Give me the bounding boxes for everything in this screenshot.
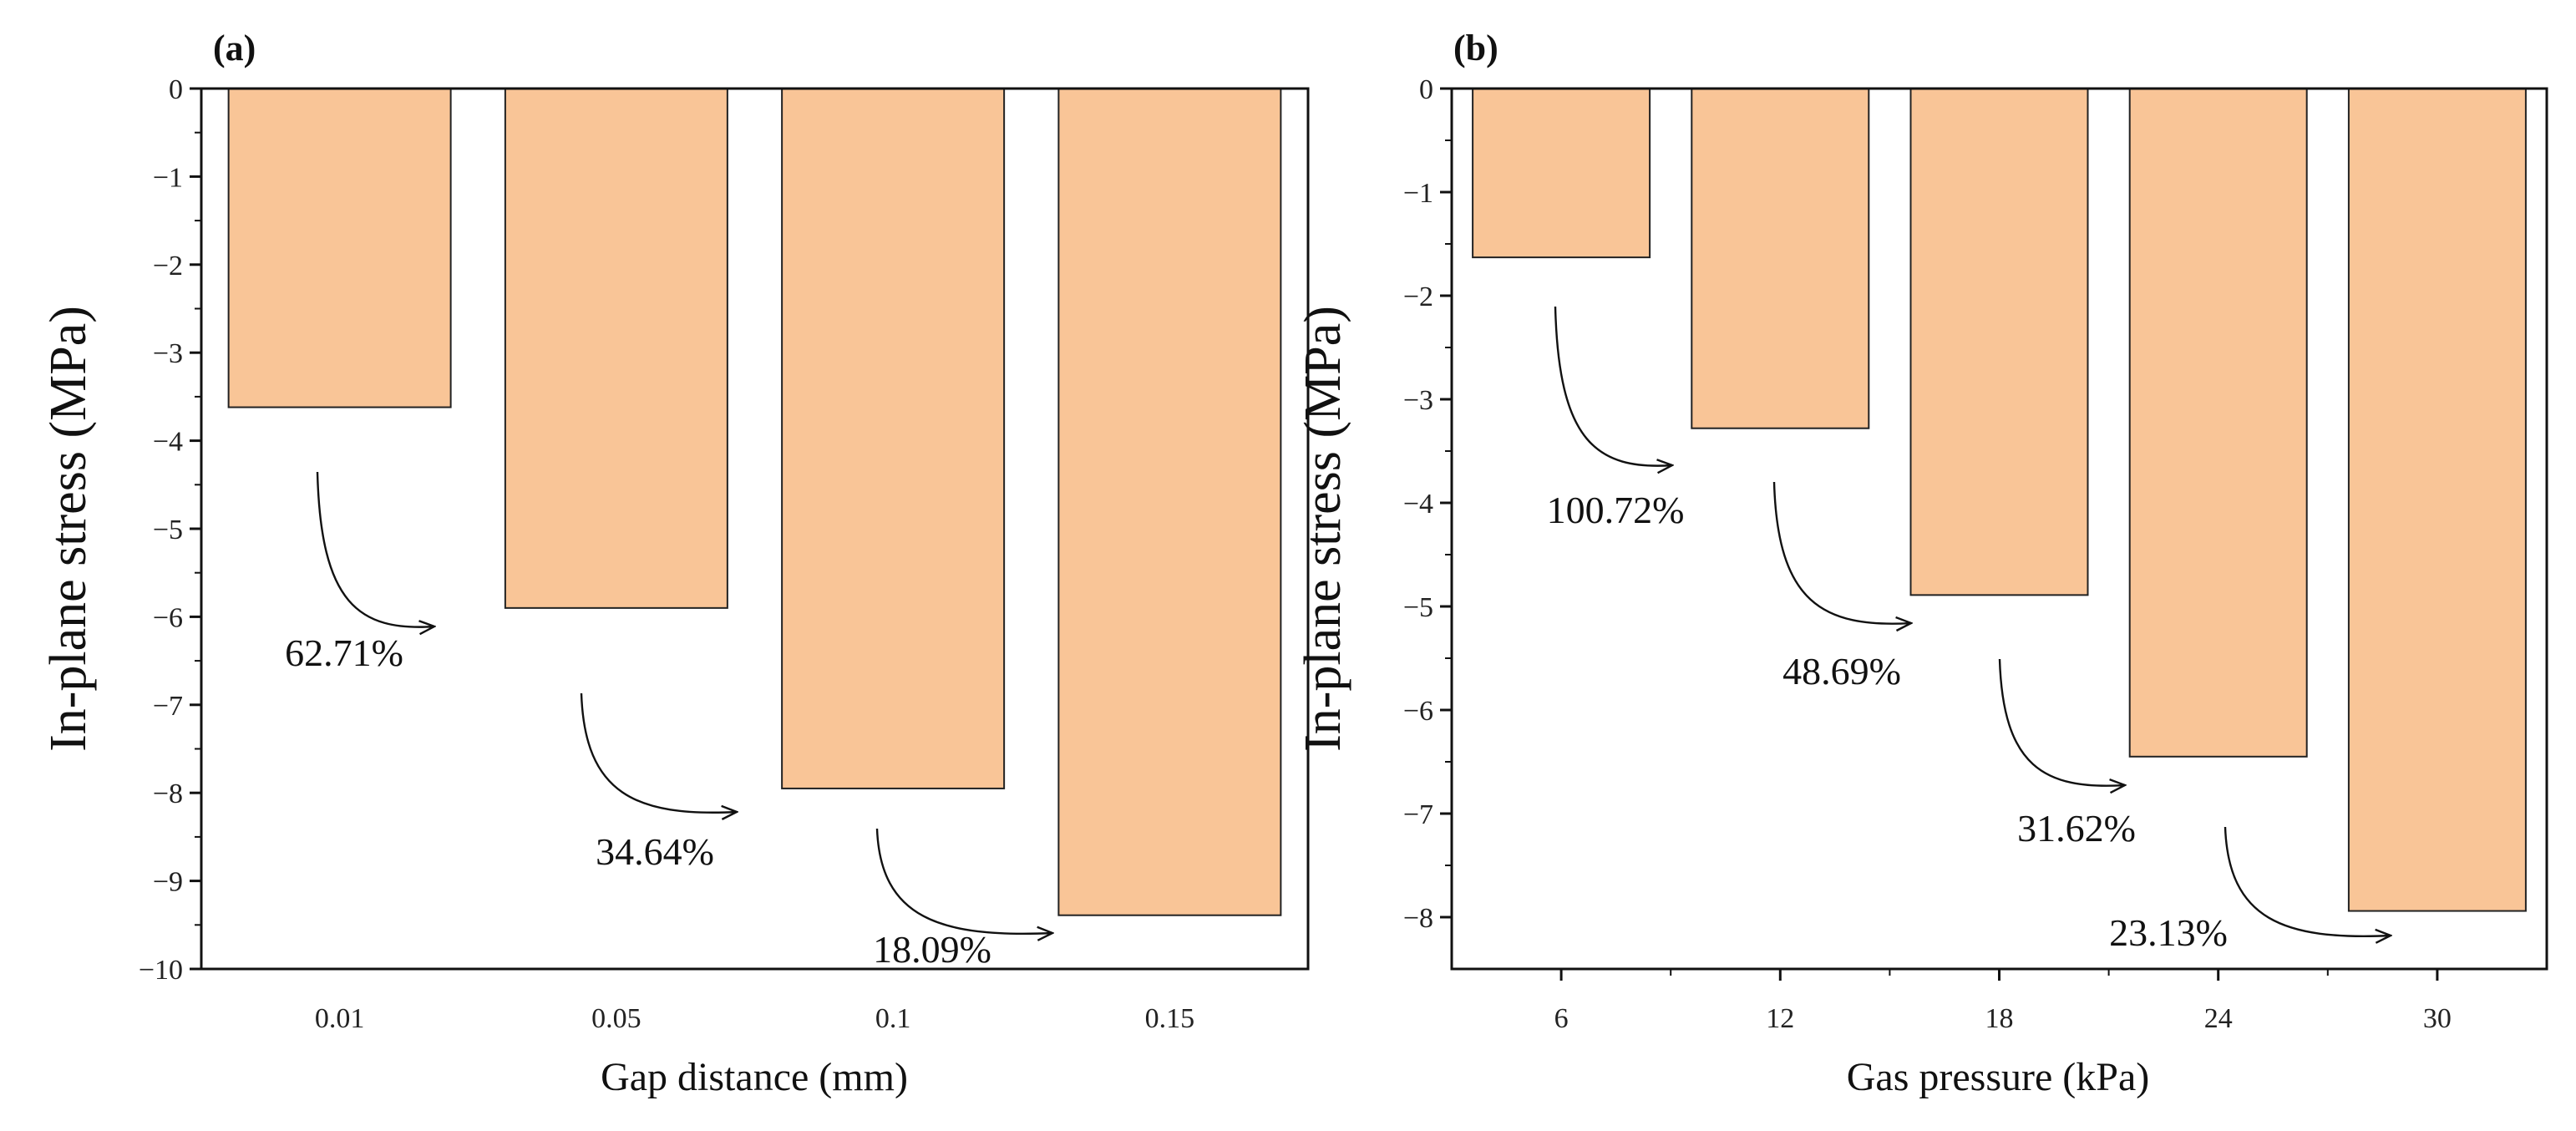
panel-a-bars: [227, 88, 1282, 916]
panel-a-annotation-label: 34.64%: [596, 830, 714, 873]
panel-b-arrows: [1554, 306, 2391, 936]
panel-b-annotation-label: 31.62%: [2017, 807, 2136, 850]
panel-b-ytick-labels: 0 −1 −2 −3 −4 −5 −6 −7 −8: [1403, 74, 1433, 934]
panel-a-ytick-label: −2: [153, 251, 183, 281]
panel-b-ytick-label: −7: [1403, 799, 1433, 830]
panel-b-xtick-label: 30: [2423, 1003, 2452, 1034]
panel-b-xtick-labels: 6 12 18 24 30: [1554, 1003, 2452, 1034]
bar-6: [1472, 88, 1651, 259]
panel-a-xtick-label: 0.1: [875, 1003, 911, 1034]
panel-b-xtick-label: 12: [1766, 1003, 1794, 1034]
panel-a-ytick-label: −10: [139, 955, 183, 986]
panel-a-xtick-label: 0.15: [1145, 1003, 1195, 1034]
panel-a-annotations: 62.71% 34.64% 18.09%: [285, 631, 991, 971]
panel-a-label: (a): [213, 28, 256, 68]
panel-a: 0 −1 −2 −3 −4 −5 −6 −7 −8 −9 −10 0.01 0.…: [40, 28, 1310, 1099]
bar-12: [1691, 88, 1870, 429]
bar-18: [1909, 88, 2089, 596]
annotation-arrow: [580, 692, 737, 813]
annotation-arrow: [1772, 481, 1911, 624]
panel-b-annotation-label: 23.13%: [2109, 911, 2228, 954]
annotation-arrow: [2224, 826, 2391, 936]
panel-a-x-axis-title: Gap distance (mm): [601, 1055, 908, 1099]
panel-b-annotation-label: 100.72%: [1547, 489, 1685, 531]
panel-b-label: (b): [1453, 28, 1498, 68]
panel-b-ytick-label: −8: [1403, 903, 1433, 934]
panel-a-ytick-label: −7: [153, 691, 183, 722]
panel-b-xtick-label: 6: [1554, 1003, 1569, 1034]
panel-b-x-axis-title: Gas pressure (kPa): [1847, 1055, 2150, 1099]
panel-b-annotations: 100.72% 48.69% 31.62% 23.13%: [1547, 489, 2228, 954]
panel-a-ytick-label: −4: [153, 427, 183, 458]
panel-a-ytick-label: 0: [169, 74, 183, 105]
panel-b-ytick-label: −3: [1403, 385, 1433, 416]
panel-a-y-axis-title: In-plane stress (MPa): [40, 306, 97, 752]
panel-a-ytick-label: −9: [153, 867, 183, 898]
panel-a-ytick-label: −6: [153, 602, 183, 633]
panel-b-ytick-label: −2: [1403, 281, 1433, 312]
bar-0.1: [781, 88, 1006, 789]
panel-b-annotation-label: 48.69%: [1782, 650, 1901, 692]
panel-a-ytick-label: −3: [153, 338, 183, 369]
panel-a-ticks: [190, 87, 201, 971]
panel-b-bars: [1472, 88, 2527, 912]
panel-b-ticks: [1440, 87, 2439, 981]
bar-0.15: [1057, 88, 1282, 916]
panel-a-ytick-label: −8: [153, 779, 183, 809]
bar-0.05: [504, 88, 728, 609]
panel-b: 0 −1 −2 −3 −4 −5 −6 −7 −8 6 12 18 24 30 …: [1295, 28, 2548, 1099]
panel-a-xtick-labels: 0.01 0.05 0.1 0.15: [315, 1003, 1194, 1034]
panel-a-ytick-label: −1: [153, 162, 183, 193]
bar-30: [2347, 88, 2527, 912]
panel-b-xtick-label: 18: [1985, 1003, 2014, 1034]
panel-b-ytick-label: 0: [1419, 74, 1433, 105]
panel-b-ytick-label: −5: [1403, 592, 1433, 623]
panel-a-xtick-label: 0.05: [591, 1003, 641, 1034]
panel-b-ytick-label: −4: [1403, 489, 1433, 520]
annotation-arrow: [316, 471, 434, 627]
annotation-arrow: [1554, 306, 1672, 466]
panel-a-ytick-labels: 0 −1 −2 −3 −4 −5 −6 −7 −8 −9 −10: [139, 74, 183, 986]
panel-a-xtick-label: 0.01: [315, 1003, 365, 1034]
annotation-arrow: [875, 828, 1052, 934]
panel-b-y-axis-title: In-plane stress (MPa): [1295, 306, 1351, 752]
annotation-arrow: [1998, 658, 2125, 786]
panel-b-ytick-label: −1: [1403, 178, 1433, 209]
panel-a-annotation-label: 18.09%: [873, 928, 991, 971]
panel-a-annotation-label: 62.71%: [285, 631, 403, 674]
panel-b-ytick-label: −6: [1403, 696, 1433, 727]
bar-24: [2128, 88, 2308, 758]
bar-0.01: [227, 88, 452, 408]
panel-b-xtick-label: 24: [2204, 1003, 2233, 1034]
panel-a-ytick-label: −5: [153, 515, 183, 545]
panel-a-arrows: [316, 471, 1052, 934]
